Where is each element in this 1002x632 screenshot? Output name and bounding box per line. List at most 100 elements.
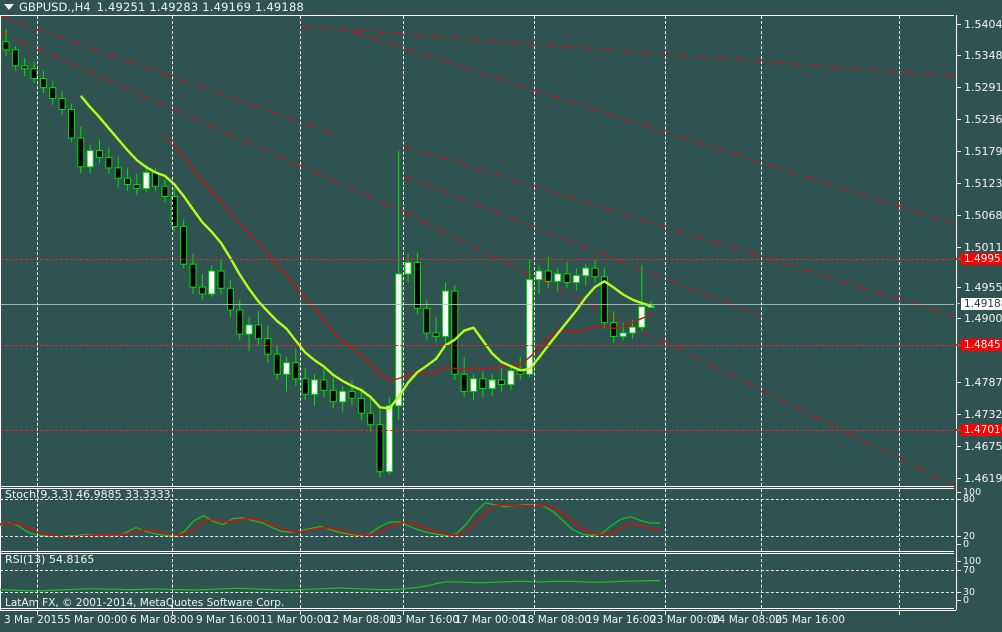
current-price-tick xyxy=(956,303,960,304)
indicator-tick xyxy=(957,492,961,493)
level-line-middle xyxy=(0,345,954,346)
pane-divider xyxy=(0,608,954,609)
rsi-level-70 xyxy=(0,570,954,571)
current-price-tag: 1.49188 xyxy=(961,298,1002,310)
candle-body xyxy=(479,378,487,390)
candle-body xyxy=(264,338,272,355)
candle-body xyxy=(563,273,571,284)
price-tick xyxy=(957,478,961,479)
time-separator xyxy=(37,489,38,551)
price-tick xyxy=(957,247,961,248)
candle-body xyxy=(432,332,440,337)
price-scale-label: 1.47320 xyxy=(964,408,1002,421)
time-axis-tick xyxy=(37,611,38,615)
alert-price-tag: 1.49953 xyxy=(961,253,1002,265)
candle-body xyxy=(451,290,459,375)
time-separator xyxy=(761,16,762,486)
candle-body xyxy=(610,322,618,337)
price-pane[interactable] xyxy=(0,16,954,486)
time-separator xyxy=(899,554,900,608)
time-axis-tick xyxy=(761,611,762,615)
rsi-pane[interactable]: RSI(13) 54.8165 xyxy=(0,554,954,608)
price-scale-label: 1.51235 xyxy=(964,177,1002,190)
candle-body xyxy=(535,270,543,281)
trend-line xyxy=(0,31,405,213)
time-axis-tick xyxy=(534,611,535,615)
pane-divider xyxy=(0,488,954,489)
candle-body xyxy=(423,307,431,334)
candle-body xyxy=(142,171,150,190)
time-separator xyxy=(300,554,301,608)
time-separator xyxy=(534,554,535,608)
time-separator xyxy=(403,489,404,551)
time-separator xyxy=(403,16,404,486)
pane-divider xyxy=(0,486,954,487)
candlestick-series xyxy=(0,16,954,486)
stoch-scale-label: 20 xyxy=(963,531,976,542)
stochastic-series xyxy=(0,502,661,538)
candle-body xyxy=(245,324,253,335)
time-separator xyxy=(665,16,666,486)
left-edge-rule xyxy=(0,15,1,610)
pane-divider xyxy=(0,15,954,16)
price-scale-label: 1.53485 xyxy=(964,49,1002,62)
time-axis[interactable]: 3 Mar 2015 5 Mar 00:00 6 Mar 08:00 9 Mar 16… xyxy=(0,611,1002,632)
candle-body xyxy=(2,41,10,51)
time-axis-label: 17 Mar 00:00 xyxy=(455,614,526,626)
price-tick xyxy=(957,183,961,184)
candle-body xyxy=(395,273,403,407)
candle-body xyxy=(619,332,627,337)
price-scale-rule xyxy=(956,15,957,610)
candle-body xyxy=(470,378,477,392)
time-axis-label: 12 Mar 08:00 xyxy=(326,614,397,626)
candle-body xyxy=(208,270,216,295)
time-axis-label: 18 Mar 08:00 xyxy=(521,614,592,626)
price-scale-label: 1.54040 xyxy=(964,18,1002,31)
price-tick xyxy=(957,87,961,88)
time-axis-tick xyxy=(172,611,173,615)
candle-body xyxy=(133,184,141,190)
candle-body xyxy=(441,290,449,337)
price-scale[interactable]: 1.54040 1.53485 1.52915 1.52360 1.51790 1.512… xyxy=(956,0,1002,632)
time-axis-label: 19 Mar 16:00 xyxy=(586,614,657,626)
price-scale-label: 1.49000 xyxy=(964,312,1002,325)
quote-values: 1.49251 1.49283 1.49169 1.49188 xyxy=(96,0,304,14)
candle-body xyxy=(554,273,562,282)
trend-line xyxy=(403,175,761,317)
price-scale-label: 1.52360 xyxy=(964,113,1002,126)
time-separator xyxy=(172,489,173,551)
time-axis-label: 3 Mar 2015 xyxy=(4,614,64,626)
stochastic-pane[interactable]: Stoch(9,3,3) 46.9885 33.3333 xyxy=(0,489,954,551)
stoch-scale-label: 80 xyxy=(963,494,976,505)
candle-body xyxy=(124,177,132,186)
trend-line xyxy=(351,31,954,225)
alert-tick xyxy=(956,258,961,260)
time-axis-tick xyxy=(665,611,666,615)
time-axis-label: 6 Mar 08:00 xyxy=(130,614,194,626)
trend-line xyxy=(0,16,341,137)
time-separator xyxy=(534,16,535,486)
alert-price-tag: 1.47010 xyxy=(961,424,1002,436)
candle-body xyxy=(582,267,590,277)
candle-body xyxy=(498,379,506,386)
candle-body xyxy=(320,379,328,391)
time-axis-label: 23 Mar 00:00 xyxy=(650,614,721,626)
stochastic-signal-line xyxy=(0,504,661,538)
triangle-down-icon[interactable] xyxy=(4,4,14,10)
candle-body xyxy=(357,397,365,414)
candle-body xyxy=(376,424,384,473)
price-scale-label: 1.49555 xyxy=(964,281,1002,294)
time-separator xyxy=(899,489,900,551)
price-scale-label: 1.46750 xyxy=(964,440,1002,453)
rsi-series xyxy=(0,579,661,592)
time-axis-label: 9 Mar 16:00 xyxy=(196,614,260,626)
candle-body xyxy=(329,389,337,403)
price-tick xyxy=(957,446,961,447)
time-axis-label: 11 Mar 00:00 xyxy=(260,614,331,626)
stoch-level-80 xyxy=(0,499,954,500)
time-separator xyxy=(665,554,666,608)
indicator-tick xyxy=(957,499,961,500)
alert-price-tag: 1.48457 xyxy=(961,339,1002,351)
time-separator xyxy=(37,16,38,486)
candle-body xyxy=(600,276,608,324)
